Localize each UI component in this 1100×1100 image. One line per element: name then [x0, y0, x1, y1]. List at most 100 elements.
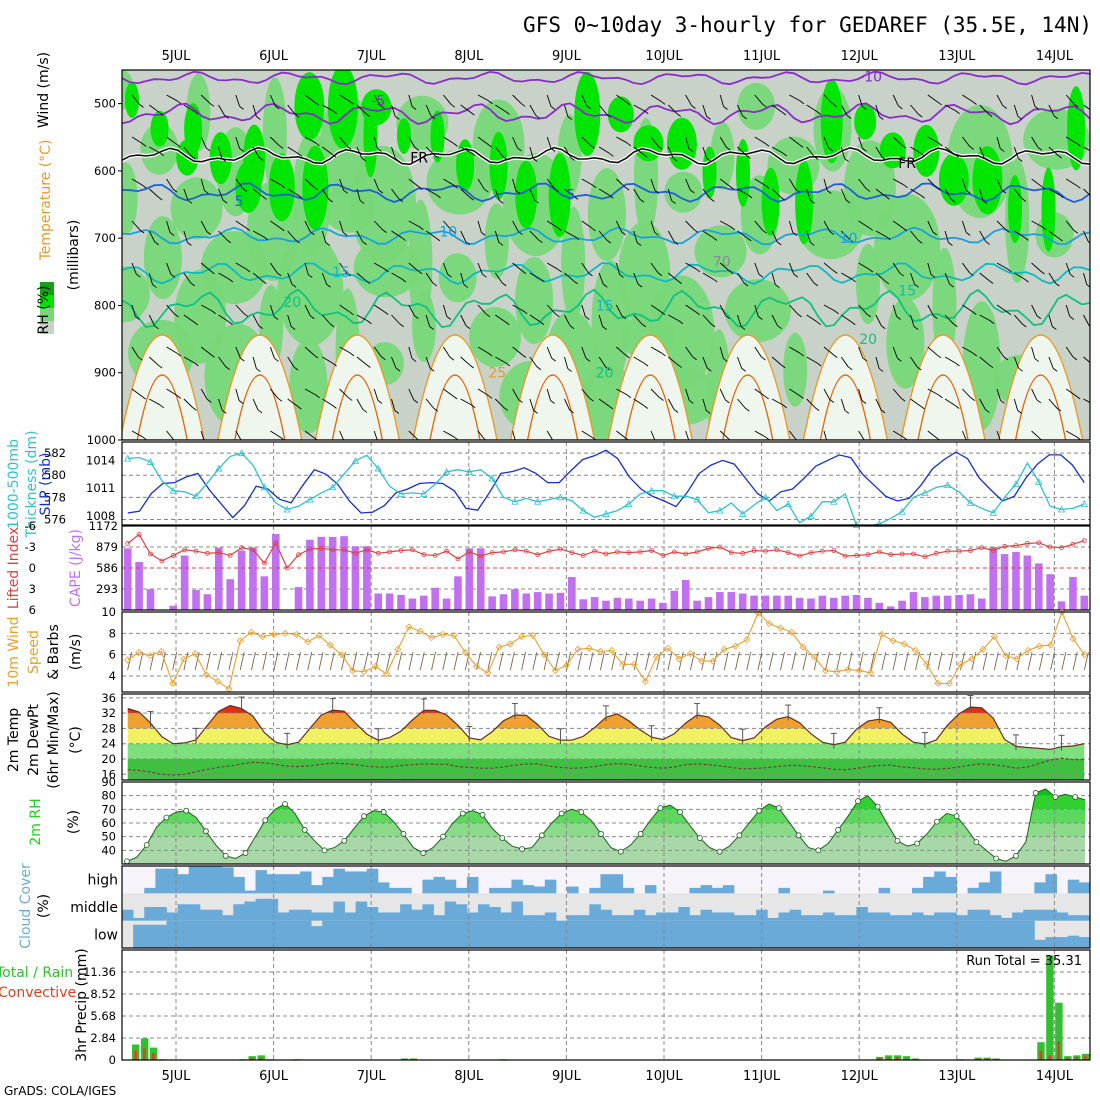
wind-barb	[875, 230, 887, 238]
rh-marker	[420, 850, 427, 856]
wind-barb	[425, 188, 437, 196]
cloud-high-bar	[311, 885, 323, 894]
wind-barb	[166, 346, 178, 354]
wind-speed-marker	[743, 636, 751, 644]
cloud-low-bar	[199, 920, 212, 948]
cloud-high-bar	[822, 890, 835, 894]
wind-barb-flag	[641, 323, 647, 328]
wind-barb	[1065, 304, 1071, 317]
wind-barb	[443, 178, 454, 186]
wind-speed-marker	[1024, 646, 1032, 654]
wind-barb	[737, 188, 749, 196]
wind-barb-flag	[816, 321, 821, 326]
wind-barb	[183, 104, 195, 112]
cloud-high-bar	[455, 887, 468, 894]
cloud-low-bar	[255, 920, 268, 948]
wind-barb	[702, 398, 707, 411]
wind-barb-flag	[938, 394, 943, 399]
wind-barb-flag	[673, 241, 679, 245]
wind-barb	[910, 230, 919, 241]
thickness-marker	[579, 506, 587, 514]
wind-barb	[650, 430, 656, 440]
wind-barb	[166, 178, 174, 190]
lifted-index-marker	[341, 547, 347, 553]
wind-barb-flag	[518, 231, 523, 235]
wind-barb-flag	[765, 436, 770, 440]
precip-convective-bar	[985, 1058, 989, 1060]
lifted-index-marker	[865, 552, 871, 558]
panel-frame	[121, 949, 1091, 1061]
wind-barb-flag	[294, 113, 300, 118]
wind-barb	[373, 94, 381, 106]
lifted-index-marker	[432, 553, 438, 558]
wind-barb	[823, 346, 834, 355]
wind-barb-flag	[747, 194, 753, 199]
wind-speed-marker	[304, 638, 312, 646]
wind-barb	[200, 346, 211, 355]
wind-barb-flag	[777, 325, 782, 330]
wind-barb	[979, 314, 991, 322]
wind-barb	[356, 356, 367, 365]
lifted-index-marker	[1002, 543, 1007, 549]
wind-barb-flag	[399, 323, 404, 328]
cloud-middle-bar	[800, 915, 813, 921]
wind-barb-flag	[401, 278, 407, 283]
day-label-top: 8JUL	[454, 49, 484, 64]
wind-speed-marker	[405, 623, 413, 631]
wind-barb	[737, 146, 747, 156]
isotherm-30	[331, 374, 384, 440]
surface-wind-barb	[251, 651, 256, 671]
wind-barb	[1013, 356, 1020, 369]
wind-barb	[806, 314, 817, 323]
wind-speed-marker	[518, 632, 526, 641]
wind-barb	[339, 94, 351, 102]
cloud-low-bar	[978, 920, 991, 948]
wind-barb-flag	[221, 158, 227, 162]
surface-wind-barb	[172, 651, 178, 671]
wind-speed-marker	[731, 642, 740, 650]
rh-saturated-region	[125, 82, 139, 118]
lifted-index-marker	[922, 554, 928, 560]
precip-total-bar	[902, 1056, 911, 1060]
rh-marker	[499, 835, 506, 841]
wind-barb	[131, 388, 142, 397]
rh-marker	[242, 850, 249, 856]
wind-barb	[494, 398, 505, 408]
wind-barb	[1048, 188, 1060, 196]
cape-bar	[237, 550, 246, 610]
wind-barb-flag	[603, 283, 608, 288]
wind-barb	[131, 430, 143, 438]
wind-barb-flag	[210, 270, 215, 275]
wind-speed-marker	[214, 677, 222, 685]
cape-bar	[716, 592, 724, 610]
cloud-middle-bar	[689, 915, 701, 921]
precip-convective-bar	[1039, 1050, 1043, 1060]
wind-barb-flag	[141, 143, 147, 147]
wind-barb-flag	[154, 325, 159, 330]
wind-barb-flag	[142, 184, 147, 189]
wind-barb-flag	[797, 313, 802, 318]
wind-barb	[702, 356, 708, 369]
wind-barb-flag	[746, 237, 752, 242]
surface-wind-barb	[577, 651, 583, 671]
wind-barb	[944, 146, 955, 155]
wind-tick-label: 8	[109, 626, 116, 640]
thickness-marker	[1057, 505, 1066, 513]
wind-barb	[356, 230, 363, 242]
wind-barb	[927, 388, 939, 396]
surface-wind-barb	[1083, 651, 1089, 671]
wind-barb-flag	[362, 241, 367, 245]
cloud-high-bar	[188, 866, 201, 894]
wind-barb-flag	[776, 241, 782, 246]
wind-barb	[218, 188, 224, 201]
wind-barb-flag	[690, 189, 695, 194]
wind-barb	[512, 346, 523, 355]
day-label-bottom: 13JUL	[938, 1069, 976, 1084]
wind-barb-flag	[795, 188, 800, 193]
cloud-low-bar	[244, 920, 256, 948]
wind-speed-marker	[124, 656, 132, 664]
wind-barb	[131, 94, 140, 105]
wind-barb	[512, 304, 524, 312]
cape-bar	[260, 576, 269, 610]
wind-barb	[650, 388, 660, 398]
